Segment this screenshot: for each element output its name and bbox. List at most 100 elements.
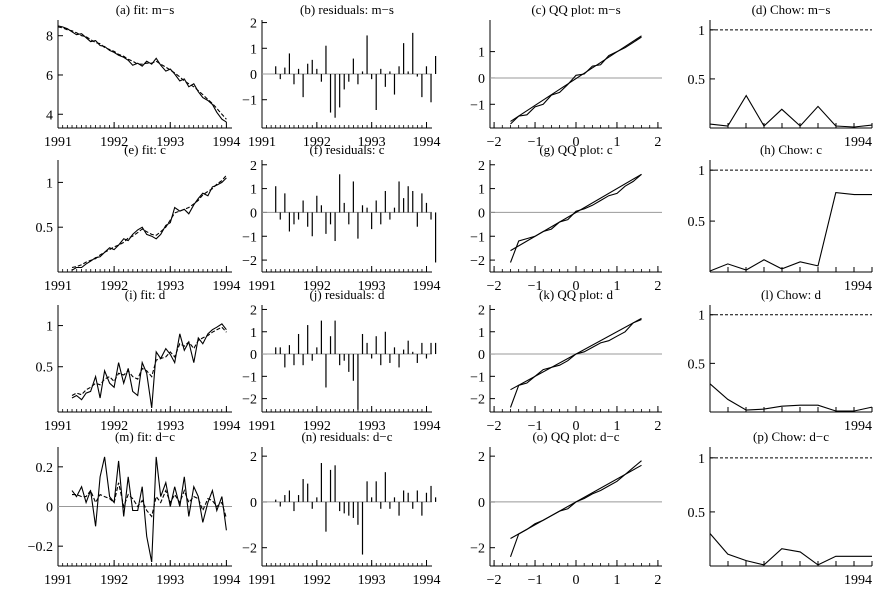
- panel-title: (b) residuals: m−s: [300, 2, 394, 17]
- x-tick-label: 1992: [100, 573, 128, 588]
- x-tick-label: 1993: [358, 573, 386, 588]
- y-tick-label: 1: [478, 183, 485, 198]
- panel-o: (o) QQ plot: d−c −2 0 2 −2 −1 0 1 2: [470, 429, 662, 588]
- y-tick-label: −2: [470, 542, 485, 557]
- x-tick-label: 0: [573, 135, 580, 150]
- x-tick-label: 1993: [156, 135, 184, 150]
- y-tick-label: 1: [250, 42, 257, 57]
- y-tick-label: 1: [250, 183, 257, 198]
- panel-title: (o) QQ plot: d−c: [532, 429, 619, 444]
- x-tick-label: 1: [613, 419, 620, 434]
- y-tick-label: 2: [478, 159, 485, 174]
- x-tick-label: 1992: [303, 135, 331, 150]
- y-tick-label: 0: [250, 206, 257, 221]
- x-tick-label: 1994: [413, 573, 441, 588]
- panel-title: (p) Chow: d−c: [753, 429, 829, 444]
- panel-title: (d) Chow: m−s: [752, 2, 831, 17]
- x-tick-label: 0: [573, 573, 580, 588]
- fitted-line-1: [72, 482, 227, 519]
- x-tick-label: 1991: [248, 279, 276, 294]
- y-tick-label: 1: [478, 46, 485, 61]
- series-line-0: [510, 35, 642, 122]
- panel-p: (p) Chow: d−c 0.5 1 1994: [688, 429, 873, 588]
- y-tick-label: 1: [698, 309, 705, 324]
- y-tick-label: 0: [250, 68, 257, 83]
- series-line-0: [709, 533, 872, 566]
- panel-title: (l) Chow: d: [761, 287, 821, 302]
- x-tick-label: −1: [528, 279, 543, 294]
- y-tick-label: −0.2: [28, 540, 53, 555]
- x-tick-label: 1991: [44, 573, 72, 588]
- y-tick-label: −1: [470, 370, 485, 385]
- x-tick-label: −2: [487, 135, 502, 150]
- x-tick-label: −2: [487, 279, 502, 294]
- x-tick-label: 1993: [358, 419, 386, 434]
- y-tick-label: 1: [698, 452, 705, 467]
- y-tick-label: −2: [242, 393, 257, 408]
- x-tick-label: −2: [487, 419, 502, 434]
- x-tick-label: 1992: [303, 573, 331, 588]
- panel-title: (i) fit: d: [125, 287, 166, 302]
- series-line-0: [71, 323, 227, 408]
- y-tick-label: 2: [250, 17, 257, 32]
- panel-i: (i) fit: d 0.5 1 1991 1992 1993 1994: [36, 287, 241, 434]
- y-tick-label: 0: [478, 496, 485, 511]
- x-tick-label: 1: [613, 135, 620, 150]
- x-tick-label: 1992: [100, 135, 128, 150]
- fitted-line-1: [71, 326, 227, 396]
- y-tick-label: −1: [242, 370, 257, 385]
- x-tick-label: 1993: [156, 279, 184, 294]
- x-tick-label: 2: [654, 279, 661, 294]
- series-line-1: [509, 173, 642, 263]
- y-tick-label: 0: [478, 72, 485, 87]
- series-line-0: [709, 94, 873, 128]
- x-tick-label: −1: [528, 419, 543, 434]
- x-tick-label: −2: [487, 573, 502, 588]
- panel-title: (h) Chow: c: [760, 142, 822, 157]
- y-tick-label: 0.5: [688, 506, 706, 521]
- y-tick-label: −1: [242, 94, 257, 109]
- x-tick-label: 1991: [248, 135, 276, 150]
- x-tick-label: 1991: [44, 135, 72, 150]
- x-tick-label: 2: [654, 419, 661, 434]
- series-line-0: [510, 173, 642, 252]
- y-tick-label: 1: [698, 164, 705, 179]
- x-tick-label: 1994: [212, 419, 240, 434]
- series-line-0: [71, 456, 227, 563]
- panel-title: (m) fit: d−c: [115, 429, 175, 444]
- x-tick-label: 1994: [844, 419, 872, 434]
- x-tick-label: 1994: [413, 135, 441, 150]
- y-tick-label: −2: [242, 254, 257, 269]
- y-tick-label: 2: [478, 450, 485, 465]
- panel-title: (k) QQ plot: d: [539, 287, 614, 302]
- y-tick-label: −1: [242, 230, 257, 245]
- y-tick-label: 0.5: [688, 215, 706, 230]
- series-line-0: [709, 383, 873, 412]
- y-tick-label: 0: [478, 206, 485, 221]
- series-line-1: [510, 36, 642, 125]
- y-tick-label: 0.5: [36, 221, 54, 236]
- panel-title: (e) fit: c: [124, 142, 166, 157]
- fitted-line-1: [71, 174, 227, 269]
- y-tick-label: 6: [46, 69, 53, 84]
- y-tick-label: −2: [470, 254, 485, 269]
- series-line-1: [509, 460, 642, 557]
- y-tick-label: 1: [250, 326, 257, 341]
- y-tick-label: 0.5: [36, 361, 54, 376]
- x-tick-label: 1994: [844, 573, 872, 588]
- y-tick-label: 4: [46, 108, 53, 123]
- panel-c: (c) QQ plot: m−s −1 0 1 −2 −1 0 1 2: [470, 2, 662, 150]
- panel-j: (j) residuals: d −2 −1 0 1 2 1991 1992 1993 1994: [242, 287, 440, 434]
- y-tick-label: 2: [250, 159, 257, 174]
- x-tick-label: 1994: [212, 135, 240, 150]
- x-tick-label: 1994: [212, 573, 240, 588]
- panel-title: (a) fit: m−s: [116, 2, 175, 17]
- panel-e: (e) fit: c 0.5 1 1991 1992 1993 1994: [36, 142, 241, 294]
- x-tick-label: 1994: [844, 135, 872, 150]
- x-tick-label: 2: [654, 135, 661, 150]
- x-tick-label: 1991: [44, 279, 72, 294]
- x-tick-label: 1991: [44, 419, 72, 434]
- y-tick-label: −1: [470, 98, 485, 113]
- x-tick-label: 1992: [100, 279, 128, 294]
